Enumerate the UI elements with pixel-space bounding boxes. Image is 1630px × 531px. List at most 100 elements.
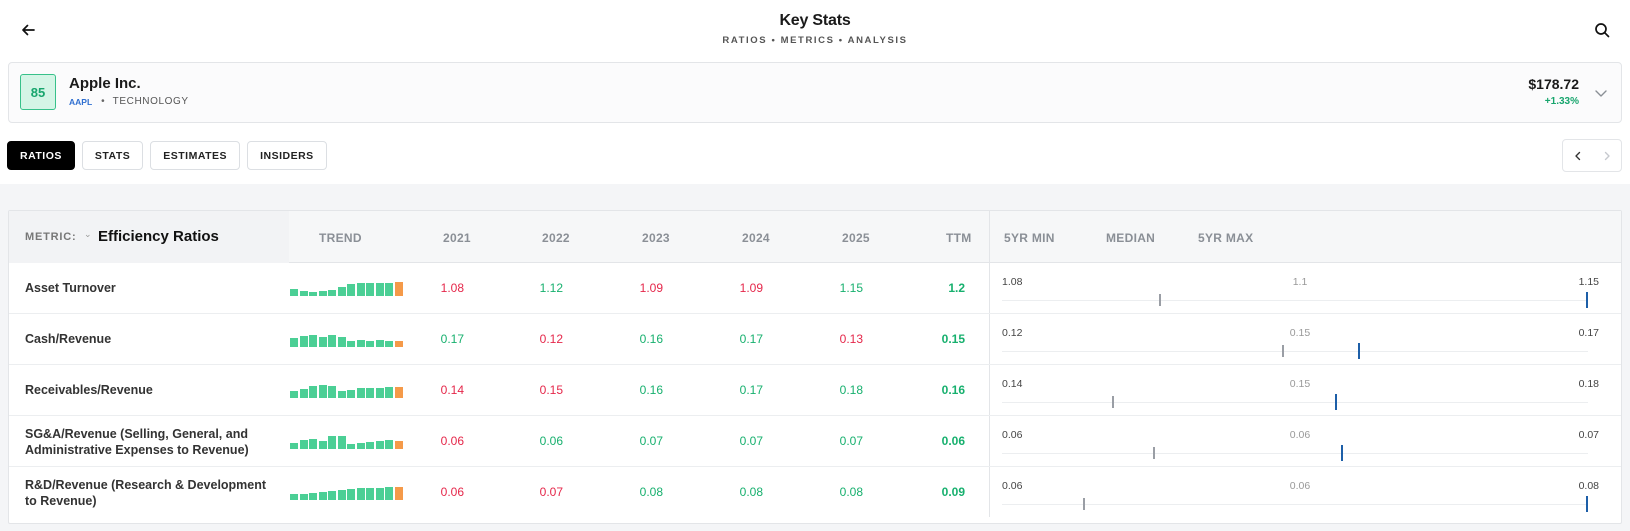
company-card[interactable]: 85 Apple Inc. AAPL • TECHNOLOGY $178.72 … <box>8 62 1622 123</box>
tab-estimates[interactable]: ESTIMATES <box>150 141 241 170</box>
row-label: R&D/Revenue (Research & Development to R… <box>25 478 267 508</box>
chevron-left-icon <box>1574 151 1580 160</box>
year-value: 0.07 <box>539 485 563 499</box>
sparkline-bar <box>318 291 327 296</box>
col-median: MEDIAN <box>1106 231 1156 245</box>
sparkline-bar <box>347 284 355 296</box>
tab-insiders[interactable]: INSIDERS <box>247 141 327 170</box>
range-max: 0.17 <box>1578 327 1599 339</box>
range-min: 0.12 <box>1002 327 1023 339</box>
year-value: 0.07 <box>739 434 763 448</box>
sparkline-bar <box>299 440 308 449</box>
ttm-value: 0.16 <box>941 383 965 397</box>
sparkline-bar <box>356 283 365 296</box>
year-value: 0.13 <box>839 332 863 346</box>
year-value: 0.06 <box>440 485 464 499</box>
back-button[interactable] <box>16 18 40 42</box>
sparkline-bar <box>366 388 374 398</box>
table-row[interactable]: SG&A/Revenue (Selling, General, and Admi… <box>9 416 1621 467</box>
metric-selector-cell: METRIC: ⌄ Efficiency Ratios <box>9 211 289 263</box>
sparkline-bar <box>394 487 403 500</box>
ttm-value: 0.09 <box>941 485 965 499</box>
sparkline-bar <box>394 387 403 398</box>
range-max: 1.15 <box>1578 276 1599 288</box>
expand-button[interactable] <box>1593 85 1609 101</box>
year-value: 0.07 <box>639 434 663 448</box>
sparkline-bar <box>309 439 317 449</box>
sparkline-bar <box>299 389 308 398</box>
ratios-table: METRIC: ⌄ Efficiency Ratios TREND 2021 2… <box>8 210 1622 524</box>
range-header: 5YR MIN MEDIAN 5YR MAX <box>989 211 1621 263</box>
page-subtitle: RATIOS • METRICS • ANALYSIS <box>722 35 908 46</box>
range-median: 0.06 <box>1289 480 1311 492</box>
sparkline-bar <box>309 335 317 347</box>
trend-sparkline <box>290 331 410 347</box>
sparkline-bar <box>375 340 384 347</box>
year-value: 1.08 <box>440 281 464 295</box>
table-row[interactable]: Receivables/Revenue 0.14 0.15 0.16 0.17 0.18 0… <box>9 365 1621 416</box>
year-value: 0.08 <box>839 485 863 499</box>
year-value: 1.15 <box>839 281 863 295</box>
range-track <box>1002 504 1588 505</box>
table-row[interactable]: R&D/Revenue (Research & Development to R… <box>9 467 1621 518</box>
next-button[interactable] <box>1592 140 1621 171</box>
price-change: +1.33% <box>1544 96 1579 107</box>
sparkline-bar <box>366 341 374 347</box>
year-value: 0.06 <box>440 434 464 448</box>
meta-separator: • <box>101 96 105 107</box>
current-marker <box>1358 343 1361 359</box>
table-row[interactable]: Asset Turnover 1.08 1.12 1.09 1.09 1.15 1.2 1.0… <box>9 263 1621 314</box>
sparkline-bar <box>337 490 346 500</box>
sector-label: TECHNOLOGY <box>112 96 189 107</box>
sparkline-bar <box>356 388 365 398</box>
range-indicator: 1.08 1.1 1.15 <box>989 263 1621 313</box>
range-indicator: 0.14 0.15 0.18 <box>989 365 1621 415</box>
tab-ratios[interactable]: RATIOS <box>7 141 75 170</box>
sparkline-bar <box>309 386 317 398</box>
pager <box>1562 139 1622 172</box>
price-block: $178.72 +1.33% <box>1528 76 1579 107</box>
range-track <box>1002 351 1588 352</box>
sparkline-bar <box>347 489 355 500</box>
median-marker <box>1153 447 1156 459</box>
col-5yr-min: 5YR MIN <box>1004 231 1055 245</box>
arrow-left-icon <box>22 24 35 36</box>
median-marker <box>1282 345 1285 357</box>
stock-price: $178.72 <box>1528 76 1579 92</box>
ticker-symbol: AAPL <box>69 96 93 107</box>
company-meta: AAPL • TECHNOLOGY <box>69 96 189 107</box>
sparkline-bar <box>318 441 327 449</box>
sparkline-bar <box>328 335 336 347</box>
sparkline-bar <box>385 440 393 449</box>
tab-stats[interactable]: STATS <box>81 141 144 170</box>
table-header: METRIC: ⌄ Efficiency Ratios TREND 2021 2… <box>9 211 1621 263</box>
year-value: 0.08 <box>739 485 763 499</box>
range-indicator: 0.06 0.06 0.08 <box>989 467 1621 517</box>
year-value: 0.16 <box>639 332 663 346</box>
sparkline-bar <box>375 441 384 449</box>
metric-dropdown[interactable]: Efficiency Ratios <box>98 228 219 245</box>
trend-sparkline <box>290 433 410 449</box>
col-trend: TREND <box>319 231 362 245</box>
chevron-down-icon <box>1595 90 1607 97</box>
year-value: 0.15 <box>539 383 563 397</box>
sparkline-bar <box>394 282 403 296</box>
col-2023: 2023 <box>642 231 670 245</box>
sparkline-bar <box>328 290 336 296</box>
col-2025: 2025 <box>842 231 870 245</box>
prev-button[interactable] <box>1563 140 1592 171</box>
range-indicator: 0.06 0.06 0.07 <box>989 416 1621 466</box>
sparkline-bar <box>337 287 346 296</box>
sparkline-bar <box>356 340 365 347</box>
sparkline-bar <box>328 386 336 398</box>
trend-sparkline <box>290 484 410 500</box>
sparkline-bar <box>366 442 374 449</box>
range-track <box>1002 453 1588 454</box>
sparkline-bar <box>290 338 298 347</box>
search-icon <box>1595 23 1610 38</box>
range-max: 0.08 <box>1578 480 1599 492</box>
table-row[interactable]: Cash/Revenue 0.17 0.12 0.16 0.17 0.13 0.15 0.12… <box>9 314 1621 365</box>
sparkline-bar <box>309 292 317 296</box>
search-button[interactable] <box>1590 18 1614 42</box>
sparkline-bar <box>309 493 317 500</box>
